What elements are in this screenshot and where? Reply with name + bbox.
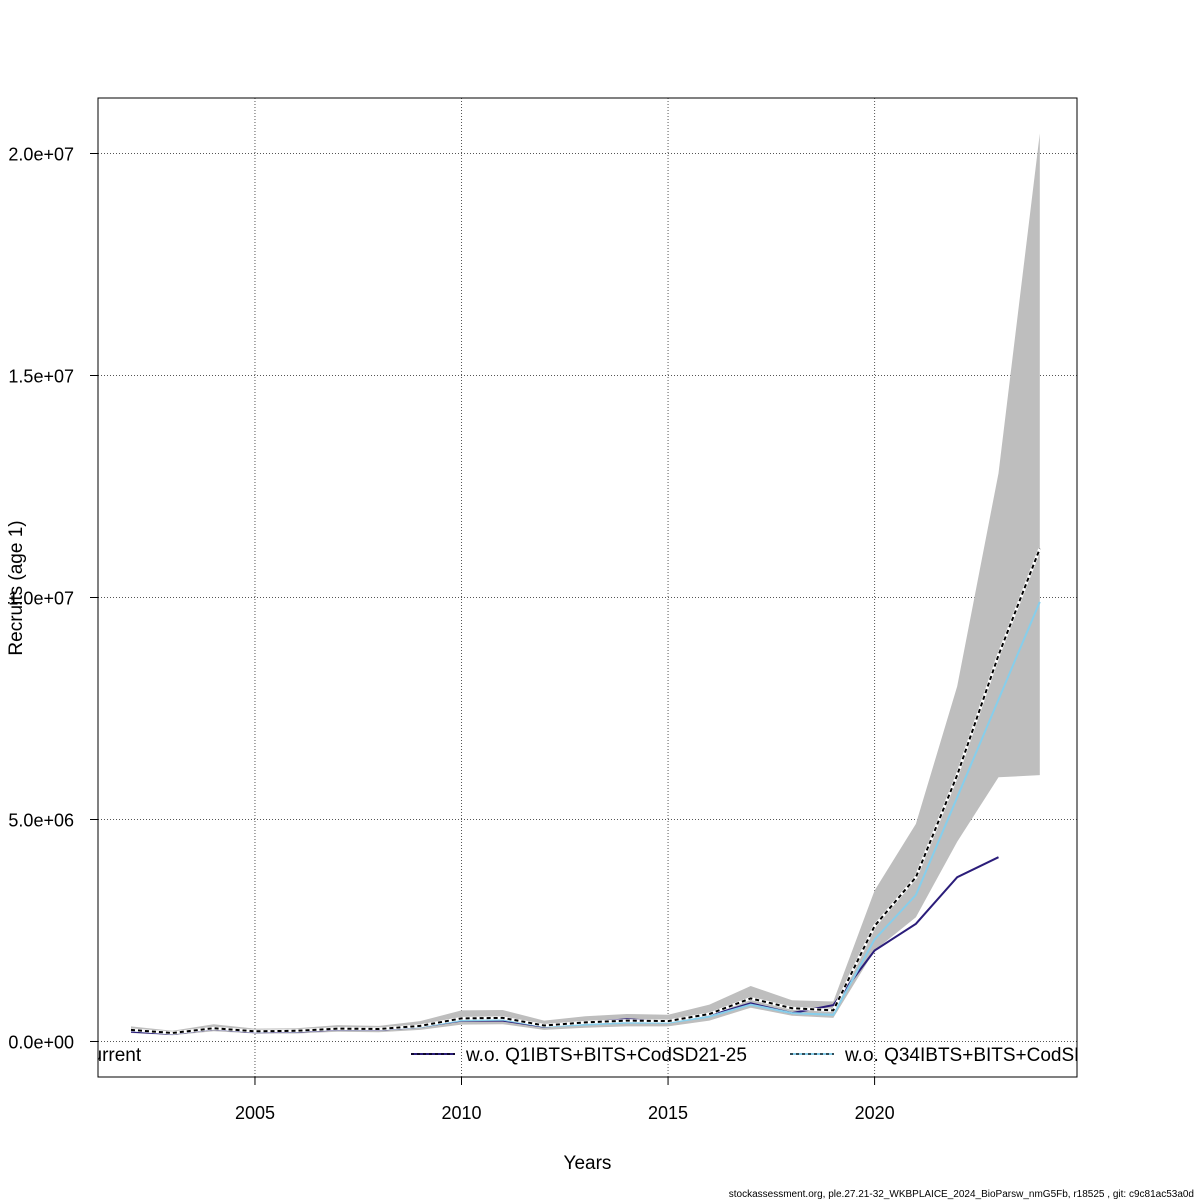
legend-wo-q1ibts-label: w.o. Q1IBTS+BITS+CodSD21-25	[465, 1045, 747, 1066]
footer-text: stockassessment.org, ple.27.21-32_WKBPLA…	[729, 1189, 1194, 1200]
y-tick-label: 2.0e+07	[8, 144, 74, 164]
series-line-current	[130, 548, 1041, 1035]
x-tick-label: 2015	[648, 1103, 688, 1123]
y-tick-label: 0.0e+00	[8, 1032, 74, 1052]
confidence-band	[131, 133, 1040, 1036]
x-tick-label: 2005	[235, 1103, 275, 1123]
grid	[98, 98, 1077, 1077]
series-layer	[130, 548, 1042, 1035]
legend: current w.o. Q1IBTS+BITS+CodSD21-25 w.o. Q…	[82, 1045, 1137, 1066]
series-line-current-backing	[130, 548, 1042, 1035]
series-line-wo-q34ibts	[130, 601, 1041, 1035]
x-axis-title: Years	[564, 1153, 612, 1174]
x-axis: 2005 2010 2015 2020	[235, 1077, 895, 1123]
y-axis: 0.0e+00 5.0e+06 1.0e+07 1.5e+07 2.0e+07	[8, 144, 98, 1052]
plot-frame	[97, 97, 1078, 1078]
y-tick-label: 1.5e+07	[8, 366, 74, 386]
y-axis-title: Recruits (age 1)	[6, 520, 27, 655]
y-tick-label: 1.0e+07	[8, 588, 74, 608]
x-tick-label: 2020	[855, 1103, 895, 1123]
x-tick-label: 2010	[441, 1103, 481, 1123]
confidence-band-layer	[131, 133, 1040, 1036]
legend-current-label: current	[82, 1045, 142, 1066]
legend-wo-q34ibts-label: w.o. Q34IBTS+BITS+CodSD21-25	[844, 1045, 1137, 1066]
y-tick-label: 5.0e+06	[8, 810, 74, 830]
